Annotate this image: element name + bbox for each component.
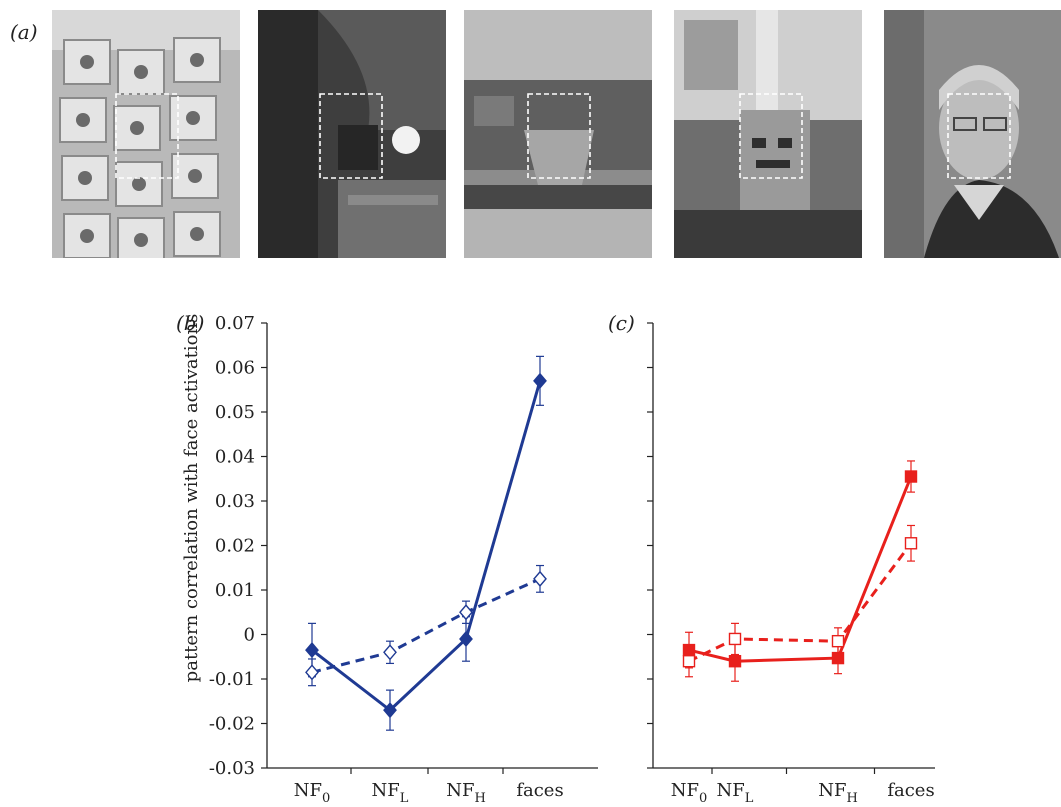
- x-tick-label: NF0: [671, 780, 708, 806]
- chart-c: (c) NF0 NFL NFH faces: [608, 311, 935, 806]
- data-point: [384, 645, 396, 659]
- series-line-1: [689, 477, 911, 662]
- y-tick-label: 0.03: [215, 491, 255, 512]
- data-point: [534, 374, 546, 388]
- x-tick-label: NFL: [717, 780, 754, 806]
- y-tick-label: 0.06: [215, 358, 255, 379]
- y-tick-label: 0.04: [215, 447, 255, 468]
- y-tick-label: 0.01: [215, 580, 255, 601]
- y-tick-label: -0.01: [209, 669, 255, 690]
- data-point: [730, 633, 741, 644]
- chart-b: (b) pattern correlation with face activa…: [176, 311, 598, 806]
- y-axis-label: pattern correlation with face activation…: [181, 314, 202, 683]
- y-tick-label: 0.07: [215, 313, 255, 334]
- series-line-2: [312, 579, 540, 672]
- data-point: [833, 636, 844, 647]
- x-tick-label: NFH: [818, 780, 858, 806]
- data-point: [906, 538, 917, 549]
- y-tick-label: 0.05: [215, 402, 255, 423]
- y-tick-label: -0.02: [209, 714, 255, 735]
- x-tick-label: NFH: [446, 780, 486, 806]
- y-tick-label: -0.03: [209, 758, 255, 779]
- series-line-1: [312, 381, 540, 710]
- x-tick-label: NF0: [294, 780, 331, 806]
- x-tick-label: NFL: [372, 780, 409, 806]
- panel-c-label: (c): [608, 311, 635, 335]
- y-tick-label: 0.02: [215, 536, 255, 557]
- data-point: [534, 572, 546, 586]
- data-point: [460, 605, 472, 619]
- x-tick-label: faces: [887, 780, 934, 801]
- data-point: [684, 656, 695, 667]
- data-point: [730, 656, 741, 667]
- y-tick-label: 0: [244, 625, 255, 646]
- x-tick-label: faces: [516, 780, 563, 801]
- data-point: [906, 471, 917, 482]
- data-point: [306, 665, 318, 679]
